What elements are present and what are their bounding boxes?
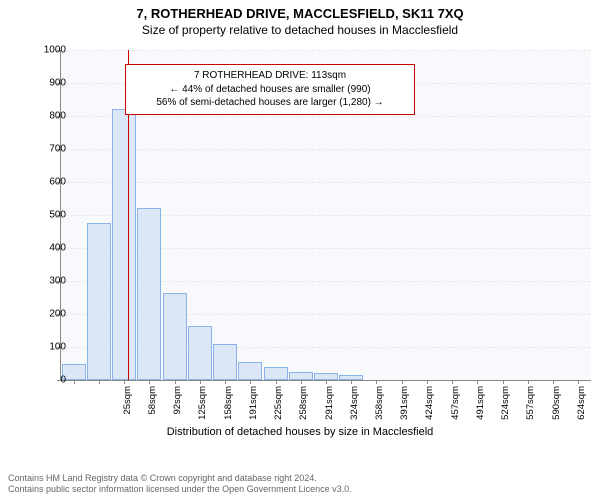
xtick-mark — [452, 380, 453, 384]
footer-line-2: Contains public sector information licen… — [8, 484, 352, 496]
page-subtitle: Size of property relative to detached ho… — [0, 21, 600, 37]
xtick-mark — [276, 380, 277, 384]
xtick-mark — [301, 380, 302, 384]
footer-attribution: Contains HM Land Registry data © Crown c… — [8, 473, 352, 496]
xtick-mark — [124, 380, 125, 384]
xtick-mark — [99, 380, 100, 384]
annotation-line: 7 ROTHERHEAD DRIVE: 113sqm — [134, 69, 406, 83]
x-axis-label: Distribution of detached houses by size … — [0, 426, 600, 438]
xtick-mark — [351, 380, 352, 384]
ytick-label: 1000 — [32, 45, 66, 56]
xtick-mark — [326, 380, 327, 384]
ytick-label: 500 — [32, 210, 66, 221]
footer-line-1: Contains HM Land Registry data © Crown c… — [8, 473, 352, 485]
annotation-line: 56% of semi-detached houses are larger (… — [134, 96, 406, 110]
ytick-label: 300 — [32, 276, 66, 287]
grid-line — [61, 149, 591, 150]
chart-region: Number of detached properties 25sqm58sqm… — [0, 42, 600, 440]
histogram-bar — [87, 223, 111, 380]
histogram-bar — [188, 326, 212, 380]
xtick-mark — [477, 380, 478, 384]
histogram-bar — [238, 362, 262, 380]
xtick-mark — [402, 380, 403, 384]
histogram-bar — [213, 344, 237, 380]
histogram-bar — [112, 109, 136, 380]
ytick-label: 700 — [32, 144, 66, 155]
page-title: 7, ROTHERHEAD DRIVE, MACCLESFIELD, SK11 … — [0, 0, 600, 21]
xtick-mark — [250, 380, 251, 384]
histogram-bar — [137, 208, 161, 380]
xtick-mark — [200, 380, 201, 384]
xtick-mark — [503, 380, 504, 384]
annotation-box: 7 ROTHERHEAD DRIVE: 113sqm← 44% of detac… — [125, 64, 415, 115]
xtick-mark — [225, 380, 226, 384]
ytick-label: 800 — [32, 111, 66, 122]
histogram-bar — [289, 372, 313, 380]
ytick-label: 400 — [32, 243, 66, 254]
grid-line — [61, 116, 591, 117]
xtick-mark — [427, 380, 428, 384]
xtick-mark — [376, 380, 377, 384]
annotation-line: ← 44% of detached houses are smaller (99… — [134, 83, 406, 97]
xtick-mark — [528, 380, 529, 384]
ytick-label: 600 — [32, 177, 66, 188]
chart-container: 7, ROTHERHEAD DRIVE, MACCLESFIELD, SK11 … — [0, 0, 600, 500]
ytick-label: 100 — [32, 342, 66, 353]
xtick-mark — [553, 380, 554, 384]
ytick-label: 200 — [32, 309, 66, 320]
ytick-label: 900 — [32, 78, 66, 89]
histogram-bar — [163, 293, 187, 380]
grid-line — [61, 50, 591, 51]
ytick-label: 0 — [32, 375, 66, 386]
grid-line — [61, 182, 591, 183]
histogram-bar — [264, 367, 288, 380]
xtick-mark — [175, 380, 176, 384]
xtick-mark — [74, 380, 75, 384]
xtick-mark — [149, 380, 150, 384]
histogram-bar — [314, 373, 338, 380]
xtick-mark — [578, 380, 579, 384]
plot-area: 25sqm58sqm92sqm125sqm158sqm191sqm225sqm2… — [60, 50, 591, 381]
